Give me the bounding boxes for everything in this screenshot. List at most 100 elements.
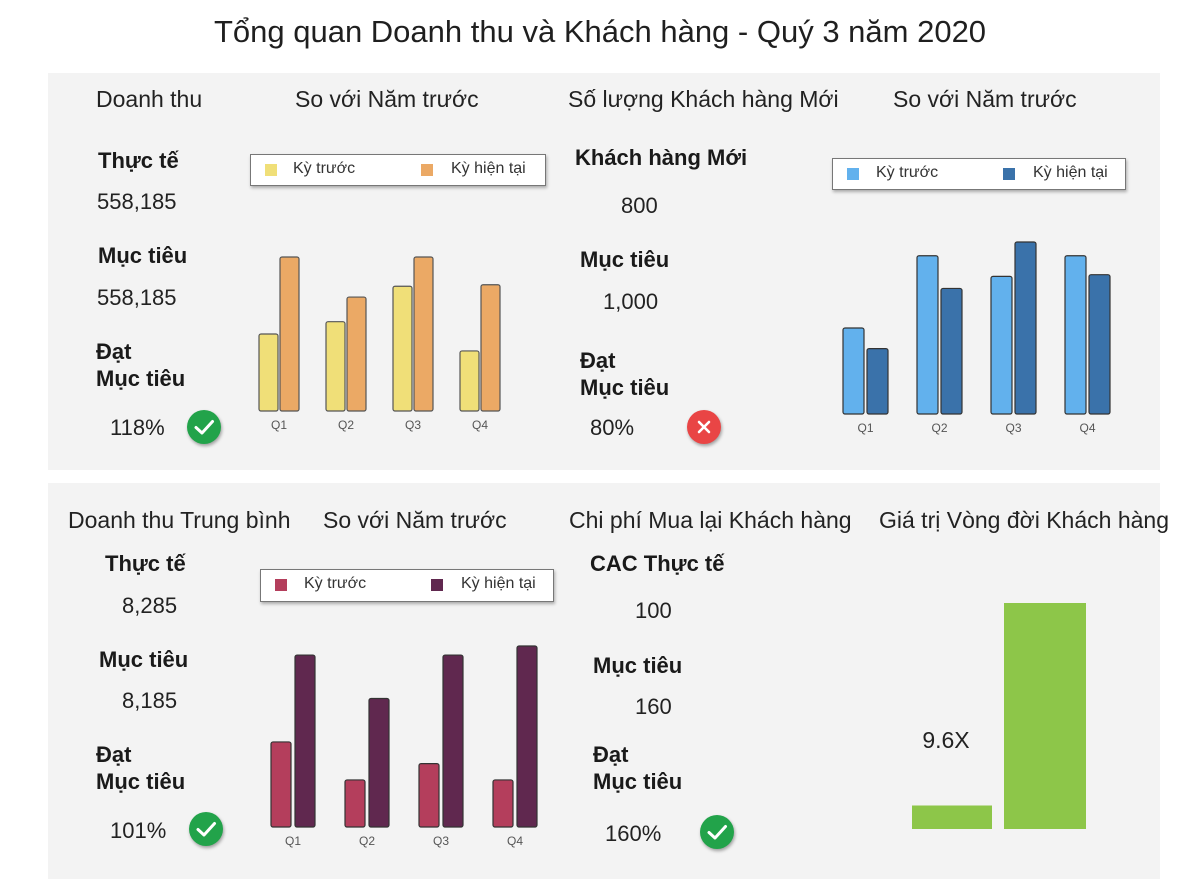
- bar-previous-q4: [492, 779, 514, 828]
- bar-previous-q4: [1064, 255, 1087, 415]
- cac-actual-label: CAC Thực tế: [590, 551, 725, 576]
- dashboard-title: Tổng quan Doanh thu và Khách hàng - Quý …: [213, 14, 987, 49]
- ltv-bar-lifetime-value: [1004, 603, 1086, 829]
- x-tick-label-q3: Q3: [433, 834, 449, 848]
- x-tick-label-q3: Q3: [1005, 421, 1021, 435]
- customers-comparison-chart: Q1 Q2 Q3 Q4: [842, 241, 1111, 435]
- customers-target-label: Mục tiêu: [580, 247, 670, 272]
- x-tick-label-q4: Q4: [472, 418, 488, 432]
- customers-achieved-label-line1: Đạt: [580, 348, 616, 373]
- customers-achieved-label: Đạt Mục tiêu: [580, 347, 669, 401]
- legend-label-current: Kỳ hiện tại: [1033, 164, 1108, 181]
- revenue-actual-value: 558,185: [97, 189, 177, 214]
- legend-label-current: Kỳ hiện tại: [451, 160, 526, 177]
- bar-current-q3: [413, 256, 434, 412]
- revenue-achieved-label: Đạt Mục tiêu: [96, 338, 185, 392]
- customers-achieved-value: 80%: [590, 415, 635, 440]
- bar-current-q1: [866, 348, 889, 415]
- customers-x-icon: [687, 410, 721, 444]
- x-tick-label-q2: Q2: [931, 421, 947, 435]
- bar-previous-q3: [418, 763, 440, 828]
- cac-achieved-label-line2: Mục tiêu: [593, 769, 683, 794]
- cac-achieved-label-line1: Đạt: [593, 742, 629, 767]
- bar-previous-q2: [344, 779, 366, 828]
- x-tick-label-q4: Q4: [507, 834, 523, 848]
- revenue-chart-header: So với Năm trước: [295, 86, 479, 112]
- ltv-ratio-label: 9.6X: [922, 727, 969, 753]
- bar-current-q4: [1088, 274, 1111, 415]
- legend-label-previous: Kỳ trước: [293, 160, 356, 177]
- bar-previous-q2: [916, 255, 939, 415]
- x-tick-label-q2: Q2: [359, 834, 375, 848]
- customers-chart-legend: Kỳ trước Kỳ hiện tại: [832, 158, 1126, 190]
- revenue-achieved-label-line2: Mục tiêu: [96, 366, 186, 391]
- bar-current-q3: [1014, 241, 1037, 415]
- customers-chart-header: So với Năm trước: [893, 86, 1077, 112]
- bar-previous-q2: [325, 321, 346, 412]
- bar-current-q3: [442, 654, 464, 828]
- legend-label-current: Kỳ hiện tại: [461, 575, 536, 592]
- revenue-achieved-value: 118%: [110, 415, 165, 440]
- revenue-target-label: Mục tiêu: [98, 243, 188, 268]
- legend-label-previous: Kỳ trước: [304, 575, 367, 592]
- avg-revenue-achieved-label: Đạt Mục tiêu: [96, 741, 185, 795]
- bottom-panel: Doanh thu Trung bình Thực tế 8,285 Mục t…: [48, 483, 1169, 879]
- customers-achieved-label-line2: Mục tiêu: [580, 375, 670, 400]
- revenue-actual-label: Thực tế: [98, 148, 179, 173]
- bar-previous-q1: [270, 741, 292, 828]
- revenue-comparison-chart: Q1 Q2 Q3 Q4: [258, 256, 501, 432]
- cac-achieved-label: Đạt Mục tiêu: [593, 741, 682, 795]
- bar-current-q2: [346, 296, 367, 412]
- x-tick-label-q3: Q3: [405, 418, 421, 432]
- revenue-chart-legend: Kỳ trước Kỳ hiện tại: [250, 154, 546, 186]
- avg-revenue-chart-legend: Kỳ trước Kỳ hiện tại: [260, 569, 554, 602]
- ltv-header: Giá trị Vòng đời Khách hàng: [879, 507, 1169, 533]
- customers-header: Số lượng Khách hàng Mới: [568, 86, 839, 112]
- revenue-header: Doanh thu: [96, 86, 203, 112]
- avg-revenue-actual-label: Thực tế: [105, 551, 186, 576]
- legend-swatch-previous: [275, 579, 287, 591]
- avg-revenue-target-value: 8,185: [122, 688, 178, 713]
- legend-swatch-current: [431, 579, 443, 591]
- avg-revenue-achieved-label-line1: Đạt: [96, 742, 132, 767]
- x-tick-label-q4: Q4: [1079, 421, 1095, 435]
- cac-target-value: 160: [635, 694, 672, 719]
- bar-previous-q1: [842, 327, 865, 415]
- ltv-bar-cac: [912, 805, 992, 829]
- legend-swatch-current: [1003, 168, 1015, 180]
- customers-actual-label: Khách hàng Mới: [575, 145, 748, 170]
- x-tick-label-q1: Q1: [285, 834, 301, 848]
- revenue-check-icon: [187, 410, 221, 444]
- avg-revenue-actual-value: 8,285: [122, 593, 178, 618]
- legend-swatch-current: [421, 164, 433, 176]
- legend-swatch-previous: [847, 168, 859, 180]
- customers-target-value: 1,000: [603, 289, 659, 314]
- bar-current-q4: [480, 284, 501, 412]
- bar-current-q2: [940, 287, 963, 415]
- cac-check-icon: [700, 815, 734, 849]
- bar-current-q1: [279, 256, 300, 412]
- cac-target-label: Mục tiêu: [593, 653, 683, 678]
- bar-current-q2: [368, 697, 390, 828]
- avg-revenue-check-icon: [189, 812, 223, 846]
- legend-label-previous: Kỳ trước: [876, 164, 939, 181]
- avg-revenue-chart-header: So với Năm trước: [323, 507, 507, 533]
- avg-revenue-achieved-label-line2: Mục tiêu: [96, 769, 186, 794]
- revenue-achieved-label-line1: Đạt: [96, 339, 132, 364]
- avg-revenue-comparison-chart: Q1 Q2 Q3 Q4: [270, 645, 538, 848]
- ltv-chart: 9.6X: [912, 603, 1086, 829]
- bar-previous-q3: [392, 285, 413, 412]
- bar-current-q1: [294, 654, 316, 828]
- cac-achieved-value: 160%: [605, 821, 662, 846]
- x-tick-label-q1: Q1: [271, 418, 287, 432]
- cac-actual-value: 100: [635, 598, 672, 623]
- cac-header: Chi phí Mua lại Khách hàng: [569, 507, 852, 533]
- x-tick-label-q1: Q1: [857, 421, 873, 435]
- revenue-target-value: 558,185: [97, 285, 177, 310]
- x-tick-label-q2: Q2: [338, 418, 354, 432]
- top-panel: Doanh thu Thực tế 558,185 Mục tiêu 558,1…: [48, 73, 1160, 470]
- avg-revenue-header: Doanh thu Trung bình: [68, 507, 291, 533]
- bar-previous-q3: [990, 275, 1013, 415]
- bar-previous-q1: [258, 333, 279, 412]
- bar-previous-q4: [459, 350, 480, 412]
